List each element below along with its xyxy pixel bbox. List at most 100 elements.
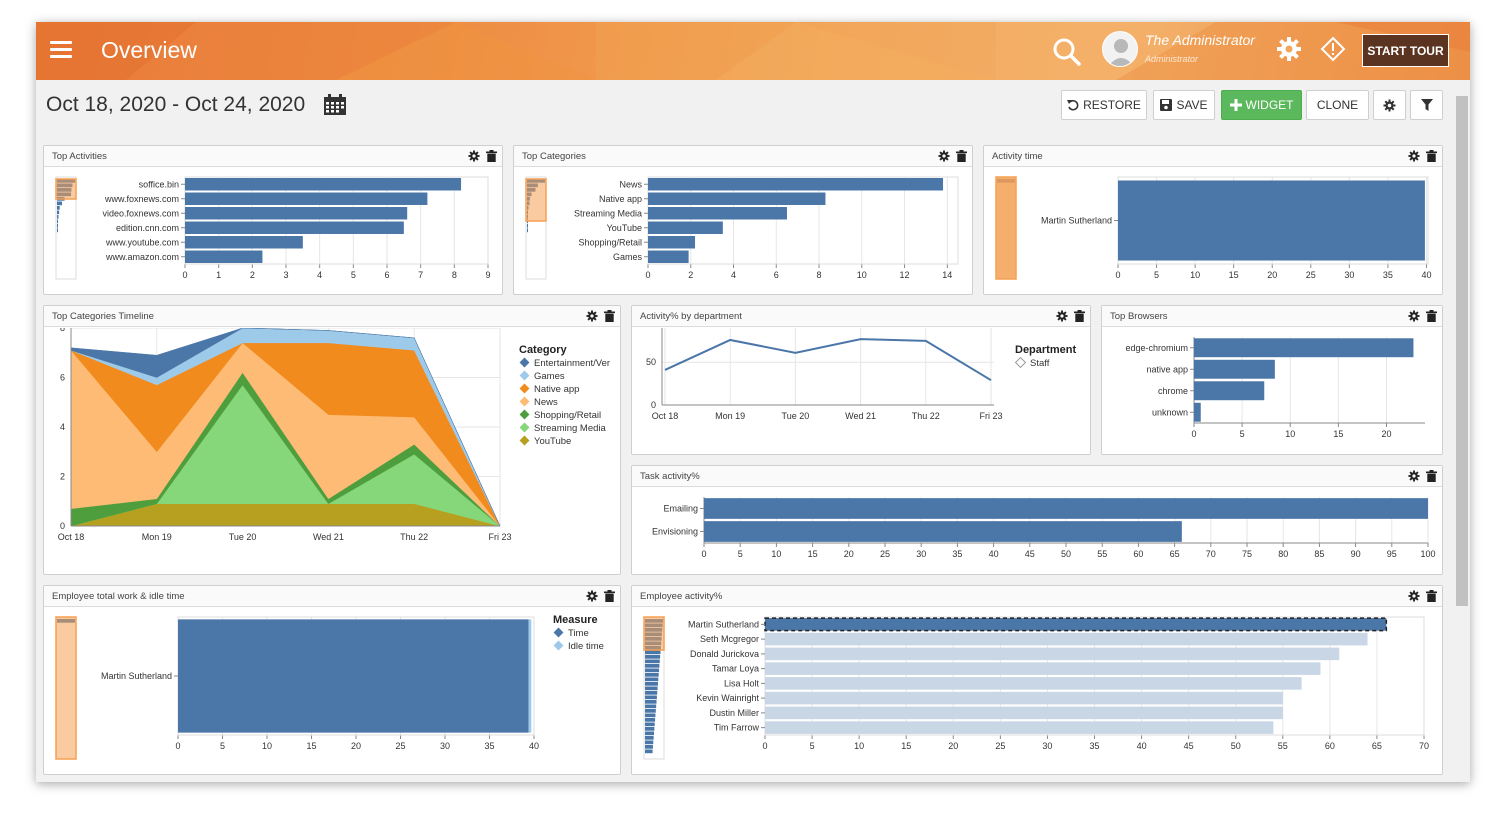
overview-bar — [527, 224, 528, 228]
x-tick-label: Thu 22 — [912, 411, 940, 421]
x-tick-label: 10 — [262, 741, 272, 751]
widget-gear-icon[interactable] — [1408, 470, 1420, 482]
x-tick-label: Wed 21 — [845, 411, 876, 421]
filter-button[interactable] — [1410, 90, 1443, 120]
trash-icon[interactable] — [1426, 470, 1437, 482]
save-button[interactable]: SAVE — [1153, 90, 1215, 120]
scrollbar-thumb[interactable] — [1456, 96, 1468, 606]
trash-icon[interactable] — [1426, 590, 1437, 602]
page-scrollbar[interactable] — [1456, 84, 1468, 780]
bar — [185, 250, 263, 263]
category-label: Games — [613, 252, 643, 262]
overview-bar — [645, 691, 658, 695]
x-tick-label: 30 — [440, 741, 450, 751]
x-tick-label: 5 — [810, 741, 815, 751]
x-tick-label: 20 — [948, 741, 958, 751]
legend-label: Entertainment/Ver — [534, 358, 610, 369]
x-tick-label: 30 — [1042, 741, 1052, 751]
x-tick-label: 25 — [395, 741, 405, 751]
category-label: www.amazon.com — [105, 252, 179, 262]
overview-bar — [645, 664, 660, 668]
x-tick-label: 20 — [1267, 270, 1277, 280]
widget-top-activities: Top Activities 0 1 2 3 4 5 6 7 8 9 soffice.bin www.… — [43, 145, 503, 295]
gear-icon[interactable] — [1276, 36, 1302, 62]
legend-label: News — [534, 397, 558, 408]
overview-bar — [645, 686, 658, 691]
search-icon[interactable] — [1052, 37, 1082, 67]
x-tick-label: 5 — [1240, 429, 1245, 439]
legend-label: Time — [568, 628, 589, 639]
overview-bar — [645, 713, 656, 718]
category-label: chrome — [1158, 386, 1188, 396]
avatar[interactable] — [1102, 31, 1138, 67]
trash-icon[interactable] — [1426, 150, 1437, 162]
y-tick-label: 0 — [60, 521, 65, 531]
category-label: Martin Sutherland — [1041, 216, 1112, 226]
widget-gear-icon[interactable] — [1408, 150, 1420, 162]
area-entertainment-ver — [70, 328, 501, 527]
widget-gear-icon[interactable] — [938, 150, 950, 162]
widget-gear-icon[interactable] — [586, 310, 598, 322]
add-widget-button[interactable]: WIDGET — [1221, 90, 1302, 120]
employee-activity-chart: 0 5 10 15 20 25 30 35 40 45 50 55 60 65 70 Martin Suthe… — [643, 616, 1429, 760]
x-tick-label: 30 — [916, 549, 926, 559]
restore-button[interactable]: RESTORE — [1061, 90, 1147, 120]
x-tick-label: 90 — [1351, 549, 1361, 559]
category-label: www.youtube.com — [105, 237, 179, 247]
legend-symbol — [519, 435, 530, 446]
x-tick-label: Wed 21 — [313, 532, 344, 542]
plus-icon — [1229, 99, 1242, 111]
dashboard-settings-button[interactable] — [1373, 90, 1406, 120]
bar — [185, 236, 303, 249]
category-label: video.foxnews.com — [102, 208, 179, 218]
widget-gear-icon[interactable] — [1056, 310, 1068, 322]
trash-icon[interactable] — [486, 150, 497, 162]
widget-employee-activity: Employee activity% 0 5 10 15 20 25 30 35 40 45 50 5… — [631, 585, 1443, 775]
widget-gear-icon[interactable] — [1408, 310, 1420, 322]
overview-bar — [57, 219, 58, 224]
trash-icon[interactable] — [604, 310, 615, 322]
x-tick-label: 5 — [220, 741, 225, 751]
widget-gear-icon[interactable] — [1408, 590, 1420, 602]
overview-bar — [645, 745, 653, 749]
calendar-icon[interactable] — [323, 94, 347, 116]
widget-title: Top Categories — [522, 151, 586, 162]
widget-gear-icon[interactable] — [586, 590, 598, 602]
clone-button[interactable]: CLONE — [1306, 90, 1369, 120]
x-tick-label: 25 — [1306, 270, 1316, 280]
bar — [648, 178, 944, 191]
widget-gear-icon[interactable] — [468, 150, 480, 162]
y-tick-label: 2 — [60, 472, 65, 482]
overview-bar — [57, 215, 59, 219]
y-tick-label: 8 — [60, 328, 65, 333]
legend-title: Department — [1015, 344, 1076, 356]
widget-header: Top Browsers — [1102, 306, 1442, 327]
widget-task-activity: Task activity% 0 5 10 15 20 25 30 35 40 45 50 55 60 6… — [631, 465, 1443, 575]
alert-icon[interactable] — [1320, 36, 1346, 62]
trash-icon[interactable] — [1426, 310, 1437, 322]
category-label: Lisa Holt — [724, 678, 760, 688]
y-tick-label: 4 — [60, 422, 65, 432]
x-tick-label: 4 — [731, 270, 736, 280]
legend-label: Games — [534, 371, 565, 382]
hamburger-menu-icon[interactable] — [50, 41, 72, 59]
widget-title: Employee activity% — [640, 591, 723, 602]
trash-icon[interactable] — [1074, 310, 1085, 322]
bar — [648, 236, 696, 249]
x-tick-label: 55 — [1097, 549, 1107, 559]
x-tick-label: 60 — [1325, 741, 1335, 751]
category-label: edition.cnn.com — [116, 223, 179, 233]
x-tick-label: 100 — [1420, 549, 1435, 559]
brush-selection — [55, 616, 77, 760]
widget-title: Task activity% — [640, 471, 700, 482]
legend-symbol — [553, 627, 564, 638]
x-tick-label: 2 — [688, 270, 693, 280]
x-tick-label: 12 — [900, 270, 910, 280]
trash-icon[interactable] — [956, 150, 967, 162]
trash-icon[interactable] — [604, 590, 615, 602]
overview-bar — [645, 677, 659, 682]
start-tour-button[interactable]: START TOUR — [1362, 34, 1449, 67]
x-tick-label: 25 — [880, 549, 890, 559]
legend-symbol — [519, 383, 530, 394]
overview-bar — [645, 704, 657, 709]
